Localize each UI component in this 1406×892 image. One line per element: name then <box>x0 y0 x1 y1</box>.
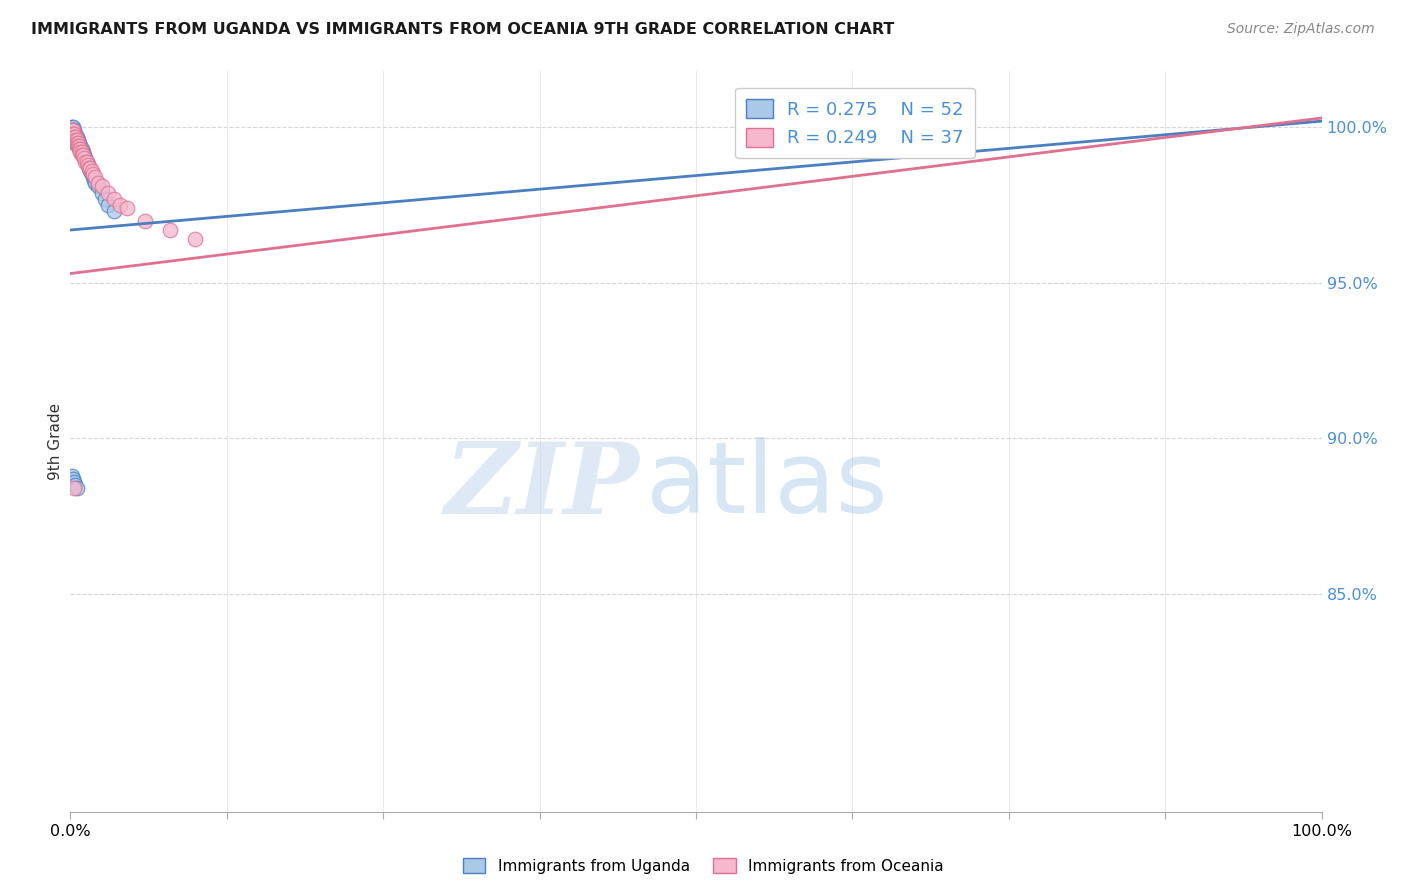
Point <box>69 139 91 153</box>
Point <box>65 133 87 147</box>
Point <box>97 186 120 200</box>
Point <box>90 186 112 200</box>
Point <box>65 129 87 144</box>
Point <box>65 129 87 144</box>
Point <box>60 127 83 141</box>
Point <box>77 161 100 175</box>
Point <box>72 145 94 160</box>
Point <box>115 201 138 215</box>
Point <box>62 123 84 137</box>
Point <box>63 123 86 137</box>
Point <box>63 475 86 489</box>
Point <box>60 123 83 137</box>
Point <box>76 158 98 172</box>
Point <box>67 139 90 153</box>
Point <box>65 136 87 150</box>
Text: atlas: atlas <box>645 437 887 534</box>
Point <box>75 154 97 169</box>
Y-axis label: 9th Grade: 9th Grade <box>48 403 63 480</box>
Text: IMMIGRANTS FROM UGANDA VS IMMIGRANTS FROM OCEANIA 9TH GRADE CORRELATION CHART: IMMIGRANTS FROM UGANDA VS IMMIGRANTS FRO… <box>31 22 894 37</box>
Point <box>70 142 93 156</box>
Point <box>79 164 101 178</box>
Point <box>66 133 89 147</box>
Point <box>76 154 98 169</box>
Point <box>63 129 86 144</box>
Point <box>60 129 83 144</box>
Point <box>65 133 87 147</box>
Point <box>62 133 84 147</box>
Point <box>70 145 93 160</box>
Point <box>73 152 96 166</box>
Point <box>65 478 87 492</box>
Point <box>65 133 87 147</box>
Point <box>65 129 87 144</box>
Point <box>103 192 125 206</box>
Point <box>60 120 83 135</box>
Text: Source: ZipAtlas.com: Source: ZipAtlas.com <box>1227 22 1375 37</box>
Point <box>63 133 86 147</box>
Point <box>75 152 97 166</box>
Point <box>65 481 87 495</box>
Point <box>134 213 156 227</box>
Point <box>63 127 86 141</box>
Point <box>87 179 110 194</box>
Point <box>70 148 93 162</box>
Point <box>76 158 98 172</box>
Point <box>84 177 107 191</box>
Point <box>73 148 96 162</box>
Point <box>184 232 207 246</box>
Point <box>60 468 83 483</box>
Point <box>63 129 86 144</box>
Legend: Immigrants from Uganda, Immigrants from Oceania: Immigrants from Uganda, Immigrants from … <box>457 852 949 880</box>
Point <box>72 148 94 162</box>
Point <box>69 142 91 156</box>
Point <box>62 120 84 135</box>
Point <box>65 133 87 147</box>
Point <box>66 136 89 150</box>
Point <box>80 164 103 178</box>
Point <box>87 177 110 191</box>
Point <box>103 204 125 219</box>
Point <box>66 139 89 153</box>
Point <box>62 472 84 486</box>
Point <box>67 136 90 150</box>
Point <box>65 136 87 150</box>
Legend: R = 0.275    N = 52, R = 0.249    N = 37: R = 0.275 N = 52, R = 0.249 N = 37 <box>735 87 974 158</box>
Text: ZIP: ZIP <box>444 438 640 534</box>
Point <box>83 173 105 187</box>
Point <box>97 198 120 212</box>
Point <box>62 127 84 141</box>
Point <box>94 192 117 206</box>
Point <box>62 129 84 144</box>
Point <box>62 127 84 141</box>
Point <box>63 481 86 495</box>
Point <box>66 136 89 150</box>
Point <box>79 161 101 175</box>
Point <box>82 167 104 181</box>
Point <box>159 223 181 237</box>
Point <box>76 154 98 169</box>
Point <box>84 170 107 185</box>
Point <box>69 145 91 160</box>
Point <box>80 167 103 181</box>
Point <box>90 179 112 194</box>
Point <box>62 123 84 137</box>
Point <box>77 161 100 175</box>
Point <box>65 136 87 150</box>
Point <box>60 123 83 137</box>
Point <box>70 145 93 160</box>
Point <box>67 142 90 156</box>
Point <box>63 127 86 141</box>
Point <box>67 139 90 153</box>
Point <box>72 148 94 162</box>
Point <box>82 170 104 185</box>
Point <box>66 139 89 153</box>
Point <box>65 127 87 141</box>
Point <box>69 142 91 156</box>
Point <box>110 198 132 212</box>
